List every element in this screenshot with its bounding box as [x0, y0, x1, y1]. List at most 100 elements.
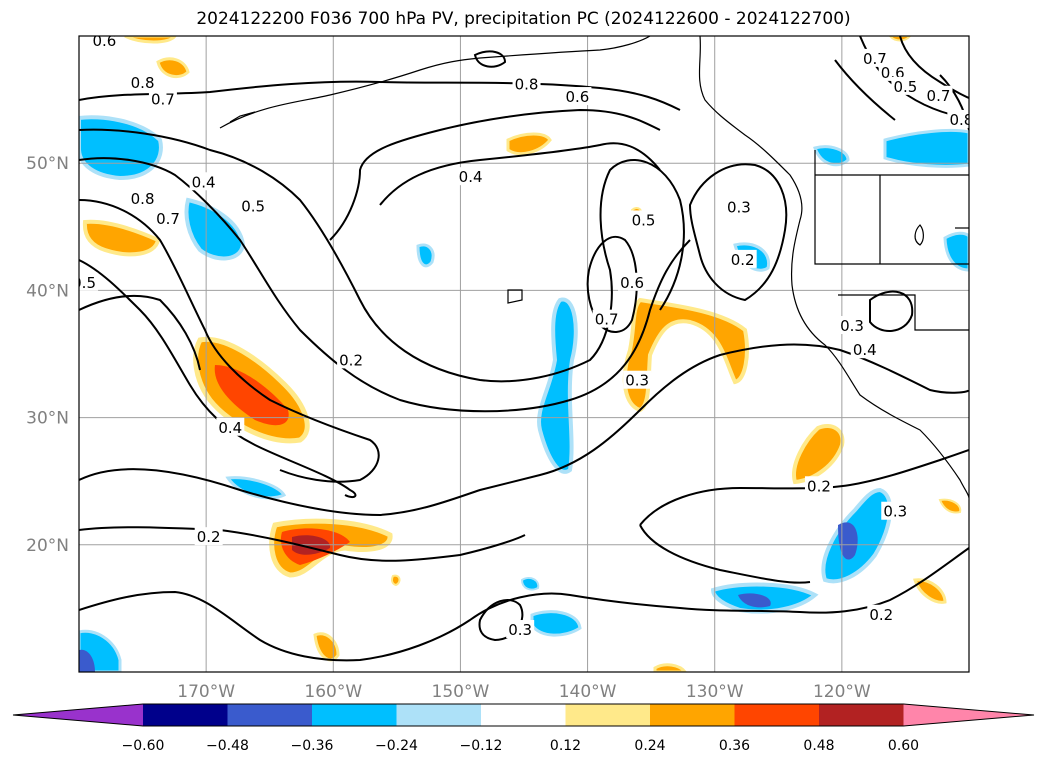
contour-label-bg — [216, 417, 245, 436]
contour-label: 0.3 — [883, 503, 907, 521]
contour-label: 0.8 — [131, 74, 155, 92]
colorbar-bin — [650, 704, 735, 726]
colorbar-tick-label: 0.24 — [634, 738, 665, 754]
negative-area — [520, 577, 540, 591]
contour-label: 0.7 — [927, 87, 951, 105]
contour-label: 0.2 — [339, 351, 363, 369]
negative-area — [79, 649, 95, 672]
contour-label-bg — [90, 36, 119, 50]
negative-area — [943, 231, 969, 272]
colorbar-extend-high — [903, 704, 1034, 726]
contour-labels: 0.60.80.70.80.60.70.60.5 0.70.80.40.50.80… — [72, 36, 973, 639]
contour-label: 0.5 — [632, 211, 656, 229]
positive-area — [622, 297, 749, 413]
positive-area — [938, 498, 962, 514]
contour-label-bg — [337, 350, 366, 369]
lat-tick-label: 40°N — [26, 281, 69, 301]
contour-label-bg — [623, 370, 652, 389]
colorbar-extend-low — [13, 704, 143, 726]
contour-label-bg — [189, 172, 218, 191]
colorbar-bin — [819, 704, 904, 726]
colorbar-tick-label: −0.48 — [206, 738, 249, 754]
coastlines — [219, 36, 969, 499]
colorbar-tick-label: 0.12 — [550, 738, 581, 754]
colorbar-tick-label: −0.60 — [122, 738, 165, 754]
colorbar-outline — [12, 703, 1035, 727]
contour-label-bg — [618, 272, 647, 291]
lat-tick-label: 50°N — [26, 154, 69, 174]
contour-label-bg — [629, 210, 658, 229]
colorbar-bin — [396, 704, 482, 726]
contour-label-bg — [79, 272, 99, 291]
longitude-labels: 170°W 160°W 150°W 140°W 130°W 120°W — [177, 682, 871, 702]
contour-label: 0.8 — [515, 75, 539, 93]
contour-label: 0.5 — [241, 197, 265, 215]
contour-label: 0.4 — [218, 419, 242, 437]
contour-label: 0.2 — [197, 528, 221, 546]
colorbar-bin — [312, 704, 397, 726]
contour-label: 0.3 — [727, 199, 751, 217]
contour-label-bg — [881, 501, 910, 520]
contour-label-bg — [563, 87, 592, 106]
contour-label-bg — [456, 167, 485, 186]
contour-label-bg — [512, 74, 541, 93]
map-frame — [78, 35, 970, 673]
latitude-labels: 50°N 40°N 30°N 20°N — [26, 154, 69, 556]
contour-label-bg — [506, 620, 535, 639]
contour-label: 0.6 — [565, 88, 589, 106]
colorbar-tick-label: 0.48 — [803, 738, 834, 754]
positive-area — [913, 578, 947, 604]
colorbar-tick-label: 0.60 — [888, 738, 919, 754]
contour-label: 0.4 — [192, 173, 216, 191]
lon-tick-label: 160°W — [304, 682, 362, 702]
lon-tick-label: 150°W — [432, 682, 490, 702]
contour-label-bg — [947, 109, 969, 128]
negative-area — [813, 145, 850, 167]
positive-area — [653, 663, 687, 672]
contour-label: 0.3 — [840, 317, 864, 335]
positive-area — [82, 219, 161, 257]
negative-area — [416, 243, 435, 268]
colorbar-tick-label: −0.12 — [460, 738, 503, 754]
contour-label-bg — [860, 48, 889, 67]
contour-label-bg — [924, 85, 953, 104]
contour-label-bg — [128, 73, 157, 92]
contour-label-bg — [194, 527, 223, 546]
precipitation-shading — [79, 36, 969, 672]
negative-area — [738, 593, 771, 608]
colorbar-tick-label: −0.24 — [375, 738, 418, 754]
lon-tick-label: 140°W — [559, 682, 617, 702]
contour-label: 0.2 — [731, 251, 755, 269]
contour-label-bg — [728, 249, 757, 268]
contour-label-bg — [867, 604, 896, 623]
contour-label-bg — [838, 316, 867, 335]
contour-label: 0.8 — [949, 111, 973, 129]
positive-area — [506, 132, 552, 156]
contour-label: 0.7 — [156, 210, 180, 228]
contour-label-bg — [878, 62, 907, 81]
colorbar-bin — [481, 704, 566, 726]
lon-tick-label: 120°W — [813, 682, 871, 702]
lat-tick-label: 30°N — [26, 409, 69, 429]
contour-label-bg — [239, 196, 268, 215]
negative-area — [537, 297, 578, 474]
contour-label-bg — [850, 340, 879, 359]
negative-area — [838, 522, 858, 560]
contour-label: 0.4 — [459, 168, 483, 186]
contour-label: 0.8 — [131, 190, 155, 208]
positive-area — [792, 424, 845, 485]
contour-label: 0.3 — [625, 372, 649, 390]
positive-area — [214, 365, 289, 426]
negative-area — [883, 128, 969, 168]
positive-area — [156, 57, 190, 79]
lon-tick-label: 130°W — [686, 682, 744, 702]
contour-label: 0.7 — [151, 91, 175, 109]
positive-area — [313, 632, 340, 662]
gridlines — [79, 36, 969, 672]
contour-label-bg — [154, 209, 182, 228]
contour-label: 0.5 — [72, 274, 96, 292]
contour-label: 0.4 — [853, 341, 877, 359]
negative-area — [184, 197, 246, 261]
contour-label-bg — [724, 197, 753, 216]
